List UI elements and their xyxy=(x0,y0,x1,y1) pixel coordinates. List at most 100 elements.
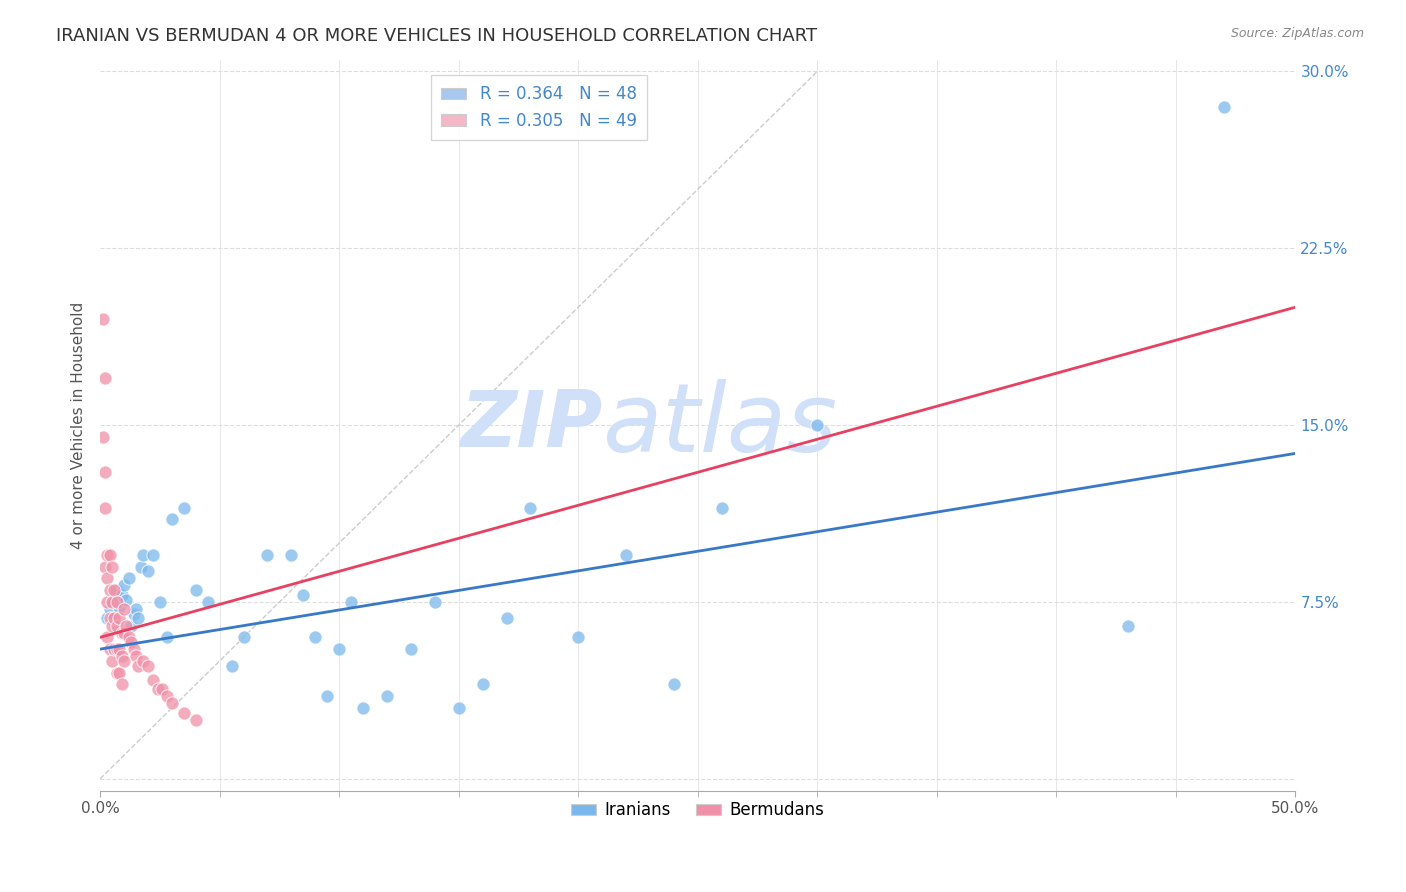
Point xyxy=(96,630,118,644)
Point xyxy=(122,607,145,621)
Point xyxy=(91,312,114,326)
Point xyxy=(184,583,207,598)
Point xyxy=(122,642,145,657)
Point xyxy=(1212,100,1234,114)
Point xyxy=(160,512,183,526)
Point xyxy=(142,548,165,562)
Point xyxy=(108,611,131,625)
Point xyxy=(101,618,124,632)
Point xyxy=(101,595,124,609)
Point xyxy=(399,642,422,657)
Point xyxy=(173,500,195,515)
Text: IRANIAN VS BERMUDAN 4 OR MORE VEHICLES IN HOUSEHOLD CORRELATION CHART: IRANIAN VS BERMUDAN 4 OR MORE VEHICLES I… xyxy=(56,27,817,45)
Point xyxy=(806,418,828,433)
Point xyxy=(184,713,207,727)
Point xyxy=(98,602,121,616)
Point xyxy=(132,548,155,562)
Point xyxy=(304,630,326,644)
Point xyxy=(614,548,637,562)
Point xyxy=(111,588,134,602)
Point xyxy=(105,665,128,680)
Point xyxy=(105,583,128,598)
Point xyxy=(101,611,124,625)
Point xyxy=(111,677,134,691)
Point xyxy=(103,595,125,609)
Point xyxy=(91,430,114,444)
Point xyxy=(96,595,118,609)
Point xyxy=(112,654,135,668)
Point xyxy=(132,654,155,668)
Point xyxy=(316,690,339,704)
Point xyxy=(142,673,165,687)
Point xyxy=(105,595,128,609)
Point xyxy=(94,465,117,479)
Text: Source: ZipAtlas.com: Source: ZipAtlas.com xyxy=(1230,27,1364,40)
Point xyxy=(103,583,125,598)
Point xyxy=(519,500,541,515)
Point xyxy=(156,690,179,704)
Point xyxy=(160,697,183,711)
Point xyxy=(423,595,446,609)
Text: ZIP: ZIP xyxy=(460,387,602,463)
Point xyxy=(127,611,149,625)
Point xyxy=(105,618,128,632)
Point xyxy=(108,642,131,657)
Point xyxy=(120,618,142,632)
Point xyxy=(98,642,121,657)
Point xyxy=(108,665,131,680)
Point xyxy=(98,583,121,598)
Point xyxy=(118,630,141,644)
Point xyxy=(129,559,152,574)
Point xyxy=(662,677,685,691)
Point xyxy=(173,706,195,720)
Point xyxy=(112,602,135,616)
Point xyxy=(120,635,142,649)
Point xyxy=(98,548,121,562)
Point xyxy=(328,642,350,657)
Point xyxy=(111,625,134,640)
Point xyxy=(146,682,169,697)
Point xyxy=(136,658,159,673)
Point xyxy=(96,571,118,585)
Point xyxy=(125,649,148,664)
Point xyxy=(197,595,219,609)
Text: atlas: atlas xyxy=(602,378,837,472)
Point xyxy=(101,654,124,668)
Point xyxy=(111,649,134,664)
Point xyxy=(94,371,117,385)
Point xyxy=(112,578,135,592)
Point xyxy=(94,559,117,574)
Point xyxy=(149,595,172,609)
Point xyxy=(340,595,363,609)
Point xyxy=(108,599,131,614)
Point xyxy=(447,701,470,715)
Point xyxy=(96,548,118,562)
Point xyxy=(101,559,124,574)
Legend: Iranians, Bermudans: Iranians, Bermudans xyxy=(565,795,831,826)
Point xyxy=(232,630,254,644)
Point xyxy=(150,682,173,697)
Point xyxy=(118,571,141,585)
Point xyxy=(115,592,138,607)
Point xyxy=(221,658,243,673)
Y-axis label: 4 or more Vehicles in Household: 4 or more Vehicles in Household xyxy=(72,301,86,549)
Point xyxy=(136,564,159,578)
Point xyxy=(1116,618,1139,632)
Point xyxy=(103,642,125,657)
Point xyxy=(115,618,138,632)
Point xyxy=(105,642,128,657)
Point xyxy=(567,630,589,644)
Point xyxy=(94,500,117,515)
Point xyxy=(710,500,733,515)
Point xyxy=(103,611,125,625)
Point xyxy=(495,611,517,625)
Point xyxy=(96,611,118,625)
Point xyxy=(156,630,179,644)
Point xyxy=(125,602,148,616)
Point xyxy=(292,588,315,602)
Point xyxy=(375,690,398,704)
Point xyxy=(112,625,135,640)
Point xyxy=(256,548,278,562)
Point xyxy=(352,701,374,715)
Point xyxy=(127,658,149,673)
